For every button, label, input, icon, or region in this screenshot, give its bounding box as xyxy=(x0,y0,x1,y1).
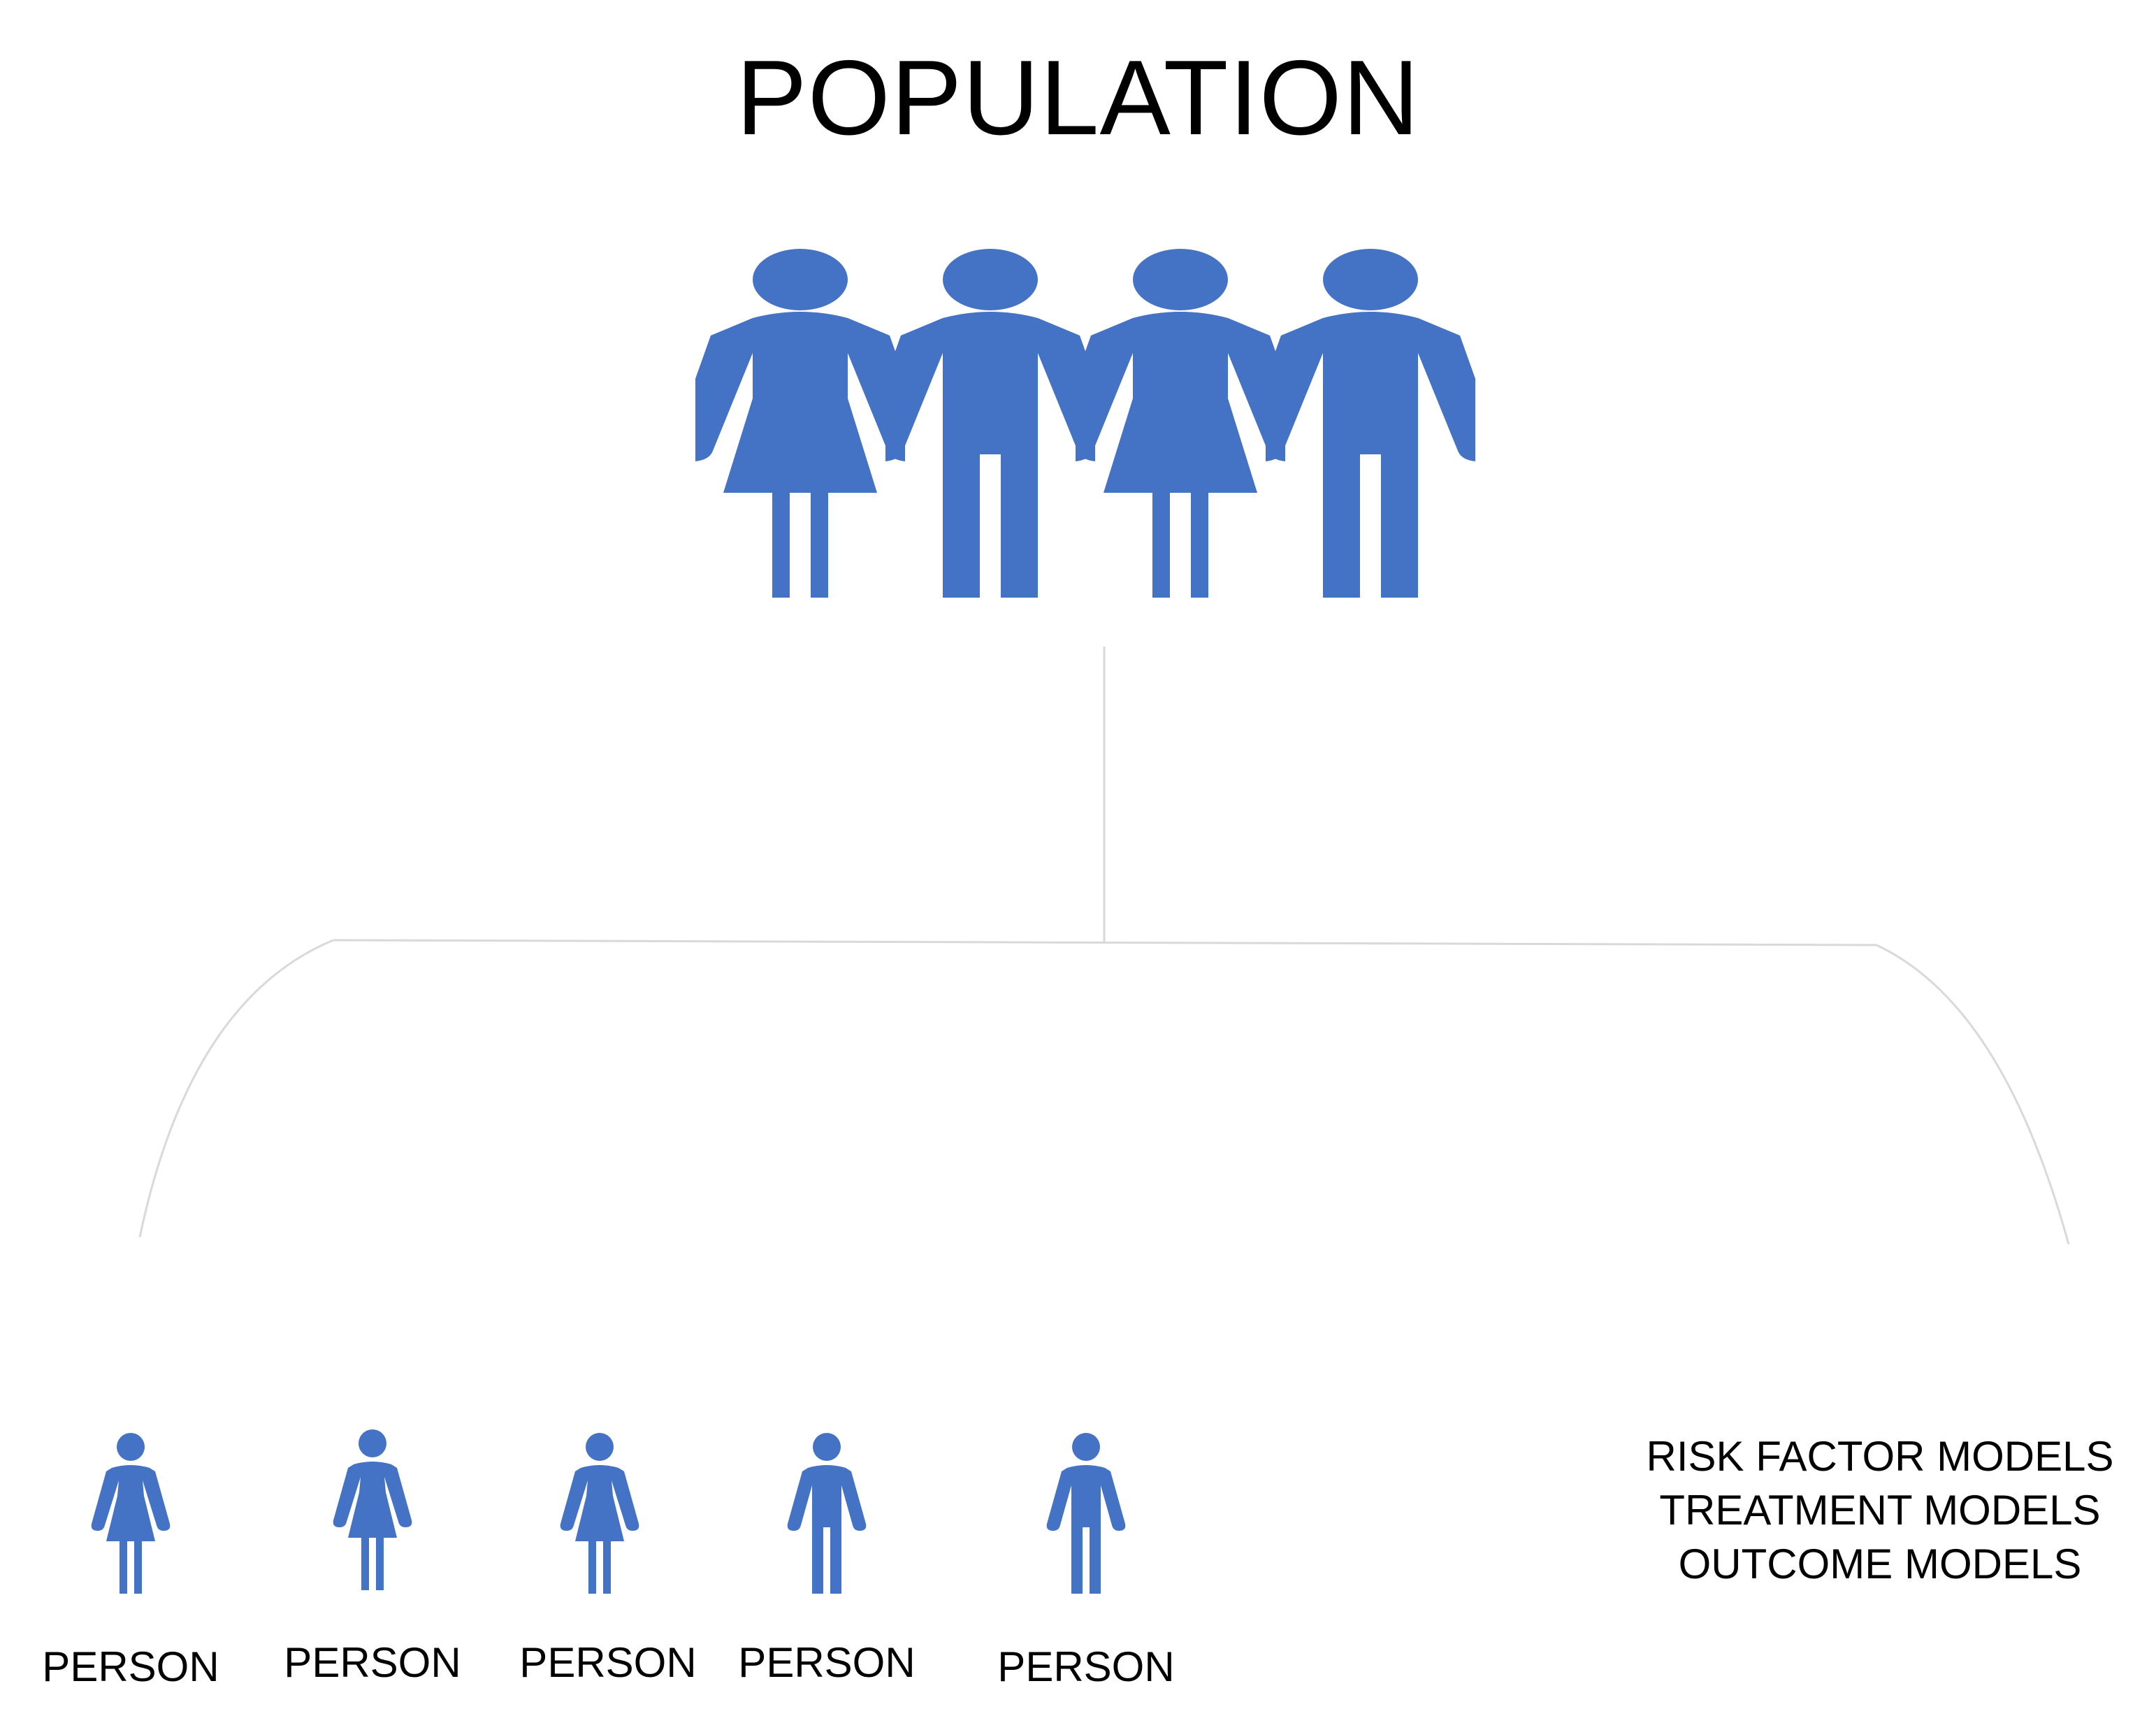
person-head xyxy=(117,1433,145,1461)
person-label: PERSON xyxy=(738,1639,916,1686)
model-item-risk-factor: RISK FACTOR MODELS xyxy=(1646,1433,2114,1480)
person-label: PERSON xyxy=(284,1639,461,1686)
person-body xyxy=(560,1465,639,1594)
models-list: RISK FACTOR MODELS TREATMENT MODELS OUTC… xyxy=(1558,1429,2156,1591)
person-body xyxy=(1046,1465,1126,1594)
person-head xyxy=(586,1433,614,1461)
population-group-icon xyxy=(695,249,1475,598)
model-item-treatment: TREATMENT MODELS xyxy=(1659,1487,2101,1534)
person-label: PERSON xyxy=(519,1639,697,1686)
person-icons xyxy=(91,1429,1126,1594)
connector-curve-right xyxy=(1876,944,2070,1245)
page-title: POPULATION xyxy=(736,38,1420,157)
model-item-outcome: OUTCOME MODELS xyxy=(1678,1541,2082,1587)
person-head xyxy=(359,1429,386,1457)
connector-horizontal xyxy=(333,939,1877,946)
person-body xyxy=(333,1462,412,1590)
person-head xyxy=(813,1433,841,1461)
connector-curve-left xyxy=(138,939,334,1238)
person-body xyxy=(787,1465,867,1594)
person-figure xyxy=(560,1433,639,1594)
person-figure xyxy=(1046,1433,1126,1594)
person-figure xyxy=(91,1433,171,1594)
person-head xyxy=(1072,1433,1100,1461)
person-figure xyxy=(333,1429,412,1590)
person-figure xyxy=(787,1433,867,1594)
person-label: PERSON xyxy=(42,1643,219,1690)
connector-lines xyxy=(138,647,2070,1245)
person-body xyxy=(91,1465,171,1594)
person-label: PERSON xyxy=(997,1643,1175,1690)
male-figure-icon xyxy=(1266,249,1475,598)
